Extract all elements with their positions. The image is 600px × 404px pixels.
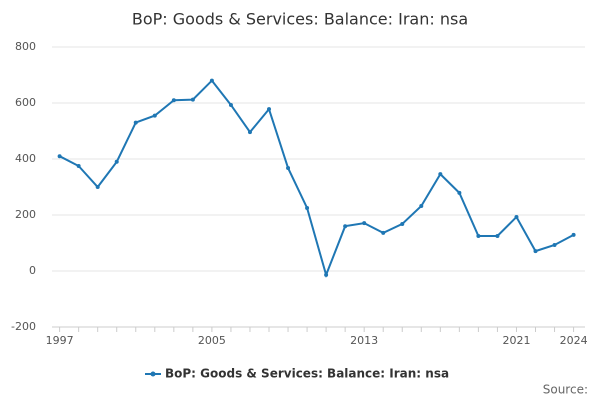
point bbox=[571, 232, 576, 237]
point bbox=[400, 221, 405, 226]
point bbox=[419, 204, 424, 209]
point bbox=[76, 164, 81, 168]
point bbox=[457, 190, 462, 195]
point bbox=[476, 234, 481, 238]
y-tick-label: 400 bbox=[15, 152, 36, 165]
x-tick-label: 2024 bbox=[560, 334, 588, 347]
point bbox=[343, 224, 348, 229]
point bbox=[95, 185, 100, 189]
chart-title: BoP: Goods & Services: Balance: Iran: ns… bbox=[132, 10, 468, 29]
point bbox=[533, 249, 538, 254]
point bbox=[267, 107, 272, 112]
point bbox=[171, 98, 176, 103]
point bbox=[495, 234, 500, 238]
point bbox=[190, 97, 195, 102]
point bbox=[247, 130, 252, 135]
x-tick-label: 2005 bbox=[198, 334, 226, 347]
point bbox=[381, 230, 386, 235]
point bbox=[552, 242, 557, 247]
point bbox=[114, 159, 119, 164]
y-tick-label: 600 bbox=[15, 96, 36, 109]
legend-label: BoP: Goods & Services: Balance: Iran: ns… bbox=[165, 367, 449, 381]
x-tick-label: 2021 bbox=[502, 334, 530, 347]
x-tick-label: 2013 bbox=[350, 334, 378, 347]
point bbox=[209, 78, 214, 83]
point bbox=[133, 120, 138, 125]
line bbox=[59, 79, 575, 279]
y-tick-label: 800 bbox=[15, 40, 36, 53]
point bbox=[362, 221, 367, 226]
point bbox=[57, 154, 62, 159]
point bbox=[514, 214, 519, 219]
x-tick-label: 1997 bbox=[46, 334, 74, 347]
point bbox=[152, 113, 157, 118]
point bbox=[286, 165, 291, 170]
legend-marker bbox=[150, 371, 156, 377]
point bbox=[228, 102, 233, 107]
y-tick-label: 200 bbox=[15, 208, 36, 221]
point bbox=[305, 206, 310, 210]
source: Source: bbox=[543, 383, 588, 397]
y-tick-label: -200 bbox=[11, 320, 36, 333]
point bbox=[438, 172, 443, 177]
y-tick-label: 0 bbox=[29, 264, 36, 277]
point bbox=[324, 272, 329, 277]
